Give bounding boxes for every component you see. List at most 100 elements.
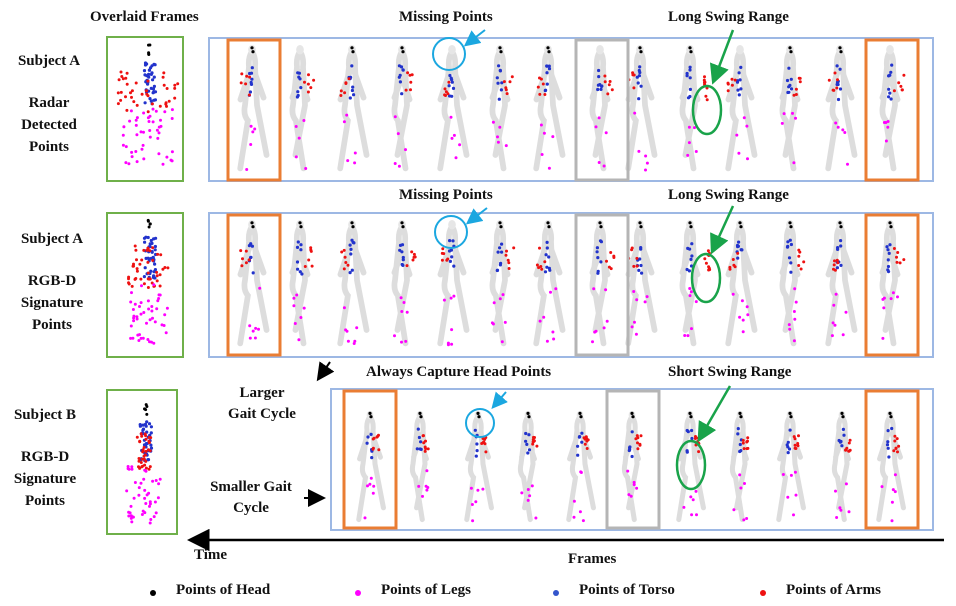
walking-silhouette (533, 44, 566, 172)
arm-point (726, 89, 730, 93)
torso-point (401, 68, 405, 72)
leg-point (594, 125, 598, 129)
leg-point (425, 469, 429, 473)
torso-point (688, 247, 692, 251)
torso-point (500, 242, 504, 246)
leg-point (632, 290, 636, 293)
arm-point (543, 93, 547, 96)
leg-point (549, 290, 552, 294)
torso-point (887, 251, 891, 255)
leg-point (539, 123, 543, 127)
highlight-box-row3-end (864, 389, 920, 530)
leg-point (794, 493, 798, 497)
legend-torso: Points of Torso (553, 582, 675, 599)
arm-point (162, 71, 166, 75)
torso-point (576, 453, 580, 457)
leg-point (793, 287, 797, 291)
torso-point (688, 65, 692, 69)
leg-point (402, 301, 406, 304)
torso-point (148, 245, 152, 249)
leg-point (405, 310, 409, 314)
arm-point (137, 459, 141, 463)
leg-point (157, 131, 161, 135)
leg-point (592, 287, 596, 291)
torso-point (473, 428, 477, 432)
head-callout-row3 (465, 408, 495, 438)
walking-silhouette (356, 410, 386, 523)
long-swing-label-row2: Long Swing Range (668, 187, 789, 203)
legend-legs-dot (355, 590, 361, 596)
arm-point (142, 457, 146, 461)
arm-point (116, 102, 120, 106)
leg-point (591, 340, 594, 344)
highlight-box-row3-start (342, 389, 398, 530)
leg-point (890, 519, 894, 523)
arm-point (730, 77, 734, 81)
arm-point (893, 434, 897, 438)
leg-point (143, 468, 147, 472)
torso-point (596, 256, 600, 260)
arm-point (312, 78, 316, 82)
arm-point (447, 80, 451, 84)
torso-point (789, 77, 793, 81)
leg-point (294, 155, 298, 159)
torso-point (688, 76, 692, 80)
head-point (630, 411, 634, 415)
torso-point (152, 75, 156, 79)
head-point (527, 415, 531, 419)
head-point (148, 222, 152, 226)
leg-point (165, 306, 169, 310)
head-point (147, 52, 151, 56)
leg-point (135, 317, 139, 321)
arm-point (147, 436, 151, 439)
arm-point (703, 80, 707, 84)
torso-point (638, 70, 642, 75)
leg-point (151, 120, 155, 124)
leg-point (142, 157, 146, 161)
arm-point (833, 71, 837, 75)
arm-point (147, 467, 151, 471)
arm-point (146, 79, 150, 83)
arm-point (158, 104, 162, 108)
leg-point (294, 125, 298, 128)
leg-point (399, 296, 403, 300)
arm-point (902, 73, 906, 77)
torso-point (401, 258, 405, 262)
leg-point (153, 320, 157, 324)
leg-point (746, 157, 749, 161)
leg-point (148, 135, 152, 139)
leg-point (133, 481, 137, 484)
torso-point (685, 428, 689, 433)
torso-point (143, 63, 148, 67)
leg-point (136, 333, 140, 337)
leg-point (139, 312, 143, 316)
leg-point (496, 140, 500, 144)
head-point (250, 46, 254, 50)
leg-point (129, 109, 133, 113)
arm-point (125, 82, 129, 86)
arm-point (897, 444, 901, 448)
arm-point (505, 92, 509, 96)
torso-point (690, 428, 694, 433)
arm-point (705, 98, 709, 102)
torso-point (352, 93, 356, 97)
leg-point (841, 333, 845, 337)
head-point (888, 411, 892, 415)
leg-point (137, 493, 141, 497)
highlight-box-row1-end (864, 38, 920, 182)
head-point (368, 411, 372, 415)
torso-point (739, 65, 743, 69)
head-point (498, 221, 502, 225)
leg-point (258, 286, 262, 290)
leg-point (551, 135, 555, 139)
torso-point (637, 74, 642, 78)
arm-point (142, 282, 146, 286)
torso-point (296, 90, 300, 94)
leg-point (578, 510, 582, 514)
arm-point (603, 74, 607, 78)
row1-type-line1: Radar (28, 95, 70, 111)
leg-point (644, 168, 647, 172)
torso-point (138, 423, 142, 427)
torso-point (144, 424, 148, 428)
leg-point (150, 305, 154, 308)
